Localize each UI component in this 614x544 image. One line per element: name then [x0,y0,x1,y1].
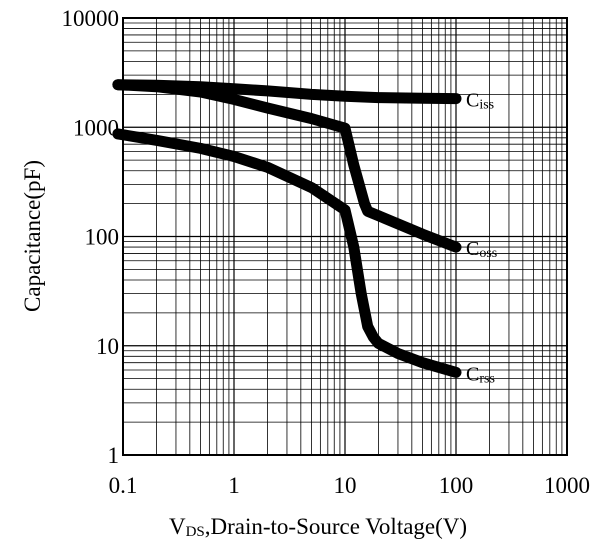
x-axis-title-prefix: V [169,514,186,539]
series-label-crss: Crss [466,363,495,386]
x-tick-label: 1 [228,473,240,498]
series-label-ciss: Ciss [466,90,494,113]
x-tick-label: 100 [439,473,474,498]
y-axis-title: Capacitance(pF) [20,160,45,312]
series-label-main: C [466,363,479,385]
y-tick-label: 1 [108,443,120,468]
series-line-coss [112,79,462,253]
series-line-crss [112,128,462,378]
x-axis-title: VDS,Drain-to-Source Voltage(V) [169,514,467,540]
series-lines [112,79,462,378]
series-label-subscript: oss [479,246,497,261]
series-label-main: C [466,90,479,112]
x-tick-label: 0.1 [109,473,138,498]
x-tick-label: 1000 [544,473,590,498]
series-label-subscript: rss [479,371,495,386]
x-axis-title-subscript: DS [186,524,205,540]
y-tick-label: 10000 [62,6,120,31]
tick-labels: 0.1 1 10 100 1000 10000 1000 100 10 1 [62,6,591,498]
y-tick-label: 100 [85,225,120,250]
y-tick-label: 10 [96,334,119,359]
x-axis-title-rest: ,Drain-to-Source Voltage(V) [205,514,467,539]
series-label-main: C [466,238,479,260]
series-label-subscript: iss [479,98,494,113]
plot-frame [122,17,568,456]
y-tick-label: 1000 [73,115,119,140]
series-label-coss: Coss [466,238,497,261]
x-tick-label: 10 [334,473,357,498]
